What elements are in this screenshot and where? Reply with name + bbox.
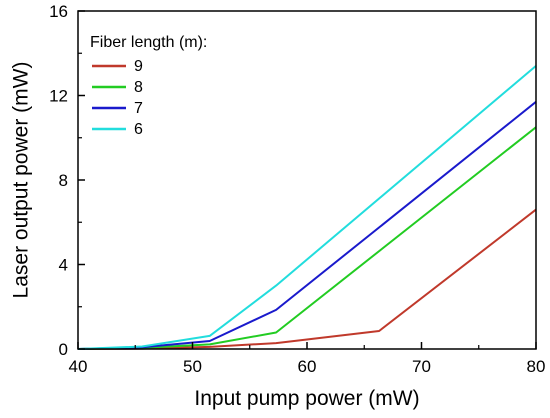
- series-line-9: [77, 208, 537, 350]
- plot-lines: [77, 65, 537, 350]
- series-line-8: [77, 126, 537, 350]
- x-tick-label: 70: [412, 357, 431, 376]
- y-tick-label: 12: [49, 87, 68, 106]
- plot-frame: [77, 10, 537, 350]
- y-axis-ticks: 0 4 8 12 16: [49, 2, 85, 359]
- series-line-6: [77, 65, 537, 350]
- series-line-7: [77, 101, 537, 350]
- x-axis-title: Input pump power (mW): [194, 387, 419, 410]
- legend-label-9: 9: [134, 58, 143, 75]
- legend-label-7: 7: [134, 100, 143, 117]
- x-axis-ticks: 40 50 60 70 80: [69, 342, 546, 376]
- x-tick-label: 80: [527, 357, 546, 376]
- x-tick-label: 40: [69, 357, 88, 376]
- x-tick-label: 60: [298, 357, 317, 376]
- x-tick-label: 50: [183, 357, 202, 376]
- legend-title: Fiber length (m):: [90, 34, 207, 51]
- y-tick-label: 8: [59, 171, 68, 190]
- legend: Fiber length (m): 9 8 7 6: [90, 34, 207, 138]
- legend-label-8: 8: [134, 79, 143, 96]
- y-tick-label: 0: [59, 340, 68, 359]
- y-tick-label: 4: [59, 256, 68, 275]
- y-axis-title: Laser output power (mW): [9, 62, 32, 299]
- legend-label-6: 6: [134, 121, 143, 138]
- y-tick-label: 16: [49, 2, 68, 21]
